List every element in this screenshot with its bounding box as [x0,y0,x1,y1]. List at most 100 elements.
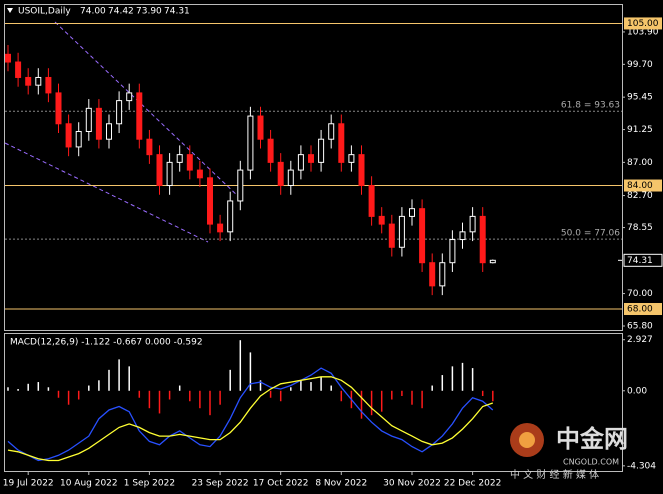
candle-body [459,231,466,241]
watermark-slogan: 中 文 财 经 新 媒 体 [510,468,599,481]
y-tick-label: 95.45 [627,93,653,103]
candle-body [419,208,426,264]
level-label: 105.00 [627,19,659,29]
candle-body [166,161,173,187]
watermark: 中金网 CNGOLD.COM 中 文 财 经 新 媒 体 [510,423,628,481]
low-label: 73.90 [136,7,162,17]
candle-body [136,92,143,140]
candle-body [186,154,193,171]
candle-body [287,169,294,187]
candle-body [368,185,375,217]
candle-body [217,223,224,233]
candle-body [126,92,133,102]
candle-body [237,169,244,202]
macd-line [7,367,494,462]
price-header: USOIL,Daily 74.00 74.42 73.90 74.31 [18,7,190,17]
watermark-brand: 中金网 [556,425,628,453]
level-box [624,179,662,192]
candle-body [378,215,385,225]
candle-body [85,107,92,132]
candle-body [5,53,11,63]
candle-body [35,76,42,86]
candle-body [348,154,355,163]
candle-body [388,223,395,248]
level-box [624,303,662,316]
candle-body [449,239,456,264]
watermark-logo [519,432,535,448]
candle-body [196,169,203,179]
y-tick-label: 91.25 [627,125,653,135]
candle-body [45,76,52,94]
y-tick-label: 70.00 [627,289,653,299]
candle-body [156,154,163,187]
close-label: 74.31 [164,7,190,17]
candle-body [247,115,254,171]
price-box [623,253,663,267]
collapse-icon[interactable] [7,8,13,13]
y-tick-label: 87.00 [627,158,653,168]
candle-body [65,123,72,148]
macd-pane [4,333,623,472]
candle-body [328,123,335,140]
y-tick-label: 103.90 [627,27,659,37]
open-label: 74.00 [80,7,106,17]
x-tick-label: 30 Nov 2022 [383,479,441,489]
candle-body [358,154,365,187]
x-tick-label: 19 Jul 2022 [3,479,54,489]
candle-body [267,138,274,163]
candle-body [398,215,405,248]
candle-body [469,215,476,233]
candle-body [489,259,496,264]
level-box [624,17,662,30]
x-tick-label: 8 Nov 2022 [315,479,367,489]
fib-label: 50.0 = 77.06 [561,229,620,239]
high-label: 74.42 [108,7,134,17]
candle-body [277,161,284,187]
candle-body [439,262,446,287]
candle-body [146,138,153,156]
x-tick-label: 10 Aug 2022 [60,479,118,489]
candle-body [176,154,183,163]
candle-body [297,154,304,171]
y-tick-label: 78.55 [627,223,653,233]
candle-body [409,208,415,217]
y-tick-label: 2.927 [627,335,653,345]
y-tick-label: 0.00 [627,386,647,396]
candle-body [308,154,314,163]
y-tick-label: 82.70 [627,191,653,201]
candle-body [338,123,345,163]
candle-body [227,200,234,233]
candle-body [207,177,213,225]
trend-line [4,142,209,243]
x-tick-label: 1 Sep 2022 [124,479,175,489]
macd-title: MACD(12,26,9) -1.122 -0.667 0.000 -0.592 [10,338,203,348]
symbol: USOIL,Daily [18,7,71,17]
x-tick-label: 23 Sep 2022 [192,479,249,489]
candle-body [318,138,325,163]
candle-body [95,107,102,140]
y-tick-label: 65.80 [627,321,653,331]
candle-body [25,76,32,86]
y-tick-label: -4.304 [627,461,656,471]
candle-body [116,100,123,125]
fib-label: 61.8 = 93.63 [561,101,620,111]
level-label: 84.00 [627,181,653,191]
candle-body [429,262,436,287]
candle-body [106,123,112,140]
macd-line [7,376,494,462]
candle-body [55,92,62,125]
candle-body [257,115,264,140]
x-tick-label: 17 Oct 2022 [253,479,309,489]
y-tick-label: 99.70 [627,60,653,70]
level-label: 68.00 [627,305,653,315]
candle-body [479,215,486,264]
x-tick-label: 22 Dec 2022 [444,479,502,489]
watermark-site: CNGOLD.COM [563,458,619,467]
trend-line [54,21,241,199]
candle-body [75,130,82,148]
price-label: 74.31 [627,256,653,266]
candle-body [15,61,22,78]
